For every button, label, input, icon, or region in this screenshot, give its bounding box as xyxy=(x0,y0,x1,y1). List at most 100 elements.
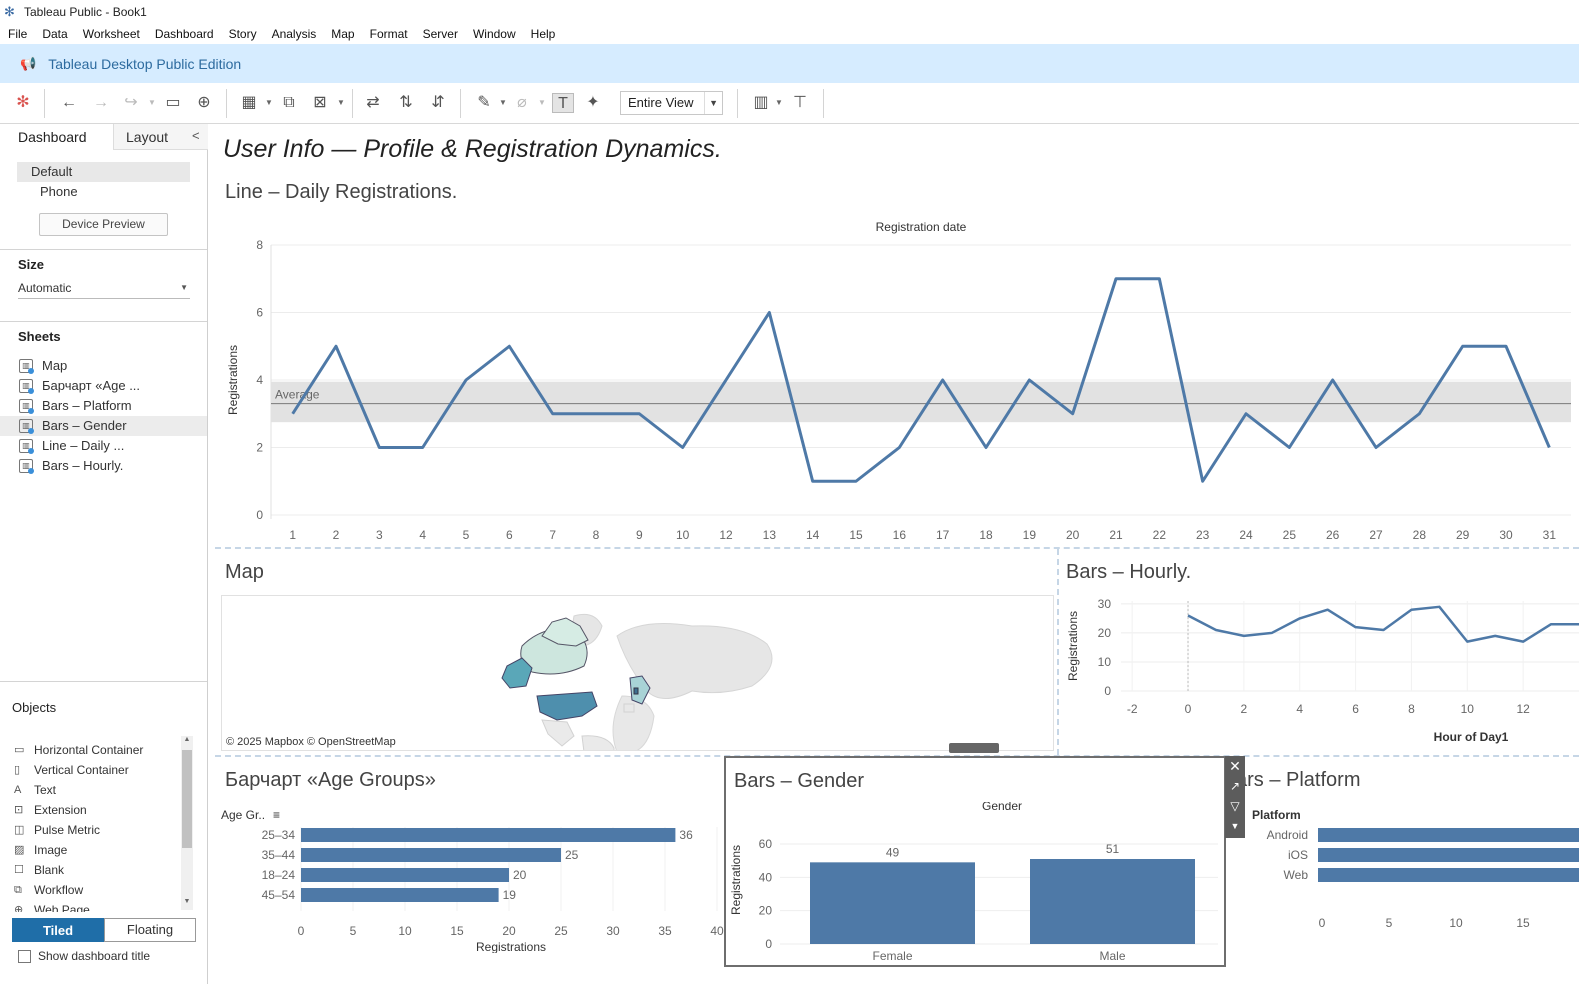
close-icon[interactable]: ✕ xyxy=(1229,758,1241,774)
scroll-up-icon[interactable]: ▲ xyxy=(183,736,191,743)
blank-icon: ☐ xyxy=(14,864,24,876)
show-title-checkbox[interactable] xyxy=(18,950,31,963)
menu-window[interactable]: Window xyxy=(472,26,516,41)
bar-value-label: 20 xyxy=(513,868,527,882)
scroll-down-icon[interactable]: ▼ xyxy=(183,898,191,905)
y-tick-label: 10 xyxy=(1098,655,1112,669)
object-horizontal-container[interactable]: ▭ Horizontal Container xyxy=(14,740,143,760)
object-vertical-container[interactable]: ▯ Vertical Container xyxy=(14,760,129,780)
menu-format[interactable]: Format xyxy=(369,26,408,41)
filter-icon[interactable]: ▽ xyxy=(1230,799,1240,813)
new-data-source-icon[interactable]: ⊕ xyxy=(197,94,211,111)
sheet-item-daily[interactable]: ▥ Line – Daily ... xyxy=(0,436,207,456)
edition-banner-text: Tableau Desktop Public Edition xyxy=(48,55,242,72)
age-bar xyxy=(301,888,499,902)
menu-data[interactable]: Data xyxy=(42,26,68,41)
sheet-item-gender[interactable]: ▥ Bars – Gender xyxy=(0,416,207,436)
sheet-item-age-groups[interactable]: ▥ Барчарт «Age ... xyxy=(0,376,207,396)
menu-file[interactable]: File xyxy=(8,26,28,41)
device-phone[interactable]: Phone xyxy=(40,184,78,199)
platform-chart[interactable]: Platform Android iOS Web 0 5 10 15 xyxy=(1226,801,1579,933)
group-members-icon[interactable]: ⌀ xyxy=(517,94,527,111)
object-workflow[interactable]: ⧉ Workflow xyxy=(14,880,83,900)
x-tick-label: 5 xyxy=(463,528,470,542)
tiled-toggle[interactable]: Tiled xyxy=(12,918,104,942)
drag-handle[interactable] xyxy=(949,743,999,753)
scrollbar-thumb[interactable] xyxy=(182,750,192,848)
sort-descending-icon[interactable]: ⇵ xyxy=(431,94,445,111)
menu-map[interactable]: Map xyxy=(331,26,355,41)
highlight-icon[interactable]: ✎ xyxy=(477,94,491,111)
tab-layout[interactable]: Layout xyxy=(113,124,208,150)
daily-registrations-chart[interactable]: Registration dateRegistrations02468Avera… xyxy=(221,209,1579,549)
replay-icon[interactable]: ↪ xyxy=(124,94,138,111)
save-icon[interactable]: ▭ xyxy=(165,94,181,111)
collapse-panel-icon[interactable]: < xyxy=(192,128,200,143)
x-tick-label: 0 xyxy=(1185,702,1192,716)
tableau-start-icon[interactable]: ✻ xyxy=(16,94,30,111)
replay-dropdown-icon[interactable]: ▼ xyxy=(148,98,156,107)
device-default[interactable]: Default xyxy=(17,162,190,182)
worksheet-icon: ▥ xyxy=(19,439,33,453)
more-options-icon[interactable]: ▼ xyxy=(1230,821,1240,831)
sheet-item-hourly[interactable]: ▥ Bars – Hourly. xyxy=(0,456,207,476)
size-dropdown-icon[interactable]: ▼ xyxy=(180,283,188,292)
presentation-mode-icon[interactable]: ⊤ xyxy=(793,94,807,111)
fit-select[interactable]: Entire View ▼ xyxy=(620,91,723,115)
y-tick-label: 40 xyxy=(759,870,773,884)
size-select[interactable]: Automatic ▼ xyxy=(18,279,190,299)
clear-dropdown-icon[interactable]: ▼ xyxy=(337,98,345,107)
fit-dropdown-icon[interactable]: ▼ xyxy=(704,92,718,114)
show-me-icon[interactable]: ▥ xyxy=(753,94,769,111)
clear-sheet-icon[interactable]: ⊠ xyxy=(313,94,327,111)
hourly-registrations-chart[interactable]: 0 10 20 30 -2 0 2 4 6 8 10 12 Registrations Hour of D… xyxy=(1061,591,1579,749)
object-pulse-metric[interactable]: ◫ Pulse Metric xyxy=(14,820,100,840)
redo-icon[interactable]: → xyxy=(93,94,109,111)
show-me-dropdown-icon[interactable]: ▼ xyxy=(775,98,783,107)
age-groups-chart[interactable]: Age Gr.. ≡ 0 5 10 15 20 25 30 35 40 25–34 36 35–44 25 1… xyxy=(217,801,727,953)
menu-dashboard[interactable]: Dashboard xyxy=(154,26,214,41)
sheet-item-platform[interactable]: ▥ Bars – Platform xyxy=(0,396,207,416)
new-worksheet-icon[interactable]: ▦ xyxy=(241,94,257,111)
sort-ascending-icon[interactable]: ⇅ xyxy=(399,94,413,111)
menu-analysis[interactable]: Analysis xyxy=(271,26,317,41)
in-use-dot xyxy=(28,448,34,454)
x-tick-label: 5 xyxy=(350,924,357,938)
duplicate-sheet-icon[interactable]: ⧉ xyxy=(283,94,295,111)
x-tick-label: 7 xyxy=(549,528,556,542)
show-mark-labels-icon[interactable]: T xyxy=(552,93,574,113)
highlight-dropdown-icon[interactable]: ▼ xyxy=(499,98,507,107)
y-tick-label: 6 xyxy=(256,306,263,320)
object-web-page[interactable]: ⊕ Web Page xyxy=(14,900,90,912)
gender-chart[interactable]: Gender Registrations 0 20 40 60 49 Female 51 Male xyxy=(726,802,1224,964)
x-tick-label: 2 xyxy=(1241,702,1248,716)
menu-worksheet[interactable]: Worksheet xyxy=(82,26,140,41)
objects-scrollbar[interactable]: ▲ ▼ xyxy=(181,736,193,910)
x-tick-label: 12 xyxy=(1516,702,1530,716)
menu-help[interactable]: Help xyxy=(530,26,556,41)
group-dropdown-icon[interactable]: ▼ xyxy=(538,98,546,107)
bar-value-label: 25 xyxy=(565,848,579,862)
fix-axes-icon[interactable]: ✦ xyxy=(586,94,600,111)
menu-story[interactable]: Story xyxy=(228,26,257,41)
object-image[interactable]: ▨ Image xyxy=(14,840,67,860)
object-blank[interactable]: ☐ Blank xyxy=(14,860,64,880)
object-text[interactable]: A Text xyxy=(14,780,56,800)
new-worksheet-dropdown-icon[interactable]: ▼ xyxy=(265,98,273,107)
object-extension[interactable]: ⊡ Extension xyxy=(14,800,87,820)
sheet-item-map[interactable]: ▥ Map xyxy=(0,356,207,376)
floating-toggle[interactable]: Floating xyxy=(104,918,196,942)
x-tick-label: 22 xyxy=(1153,528,1167,542)
y-axis-title: Registrations xyxy=(1066,611,1080,681)
x-tick-label: 19 xyxy=(1023,528,1037,542)
menu-server[interactable]: Server xyxy=(422,26,458,41)
device-preview-button[interactable]: Device Preview xyxy=(39,213,168,236)
world-map[interactable]: © 2025 Mapbox © OpenStreetMap xyxy=(221,595,1054,751)
gender-zone[interactable]: Bars – Gender Gender Registrations 0 20 40 60… xyxy=(724,756,1226,967)
x-tick-label: 10 xyxy=(398,924,412,938)
tab-dashboard[interactable]: Dashboard xyxy=(0,124,113,150)
swap-rows-columns-icon[interactable]: ⇄ xyxy=(366,94,380,111)
go-to-sheet-icon[interactable]: ↗ xyxy=(1229,779,1241,793)
undo-icon[interactable]: ← xyxy=(61,94,77,111)
y-axis-title: Registrations xyxy=(729,845,743,915)
